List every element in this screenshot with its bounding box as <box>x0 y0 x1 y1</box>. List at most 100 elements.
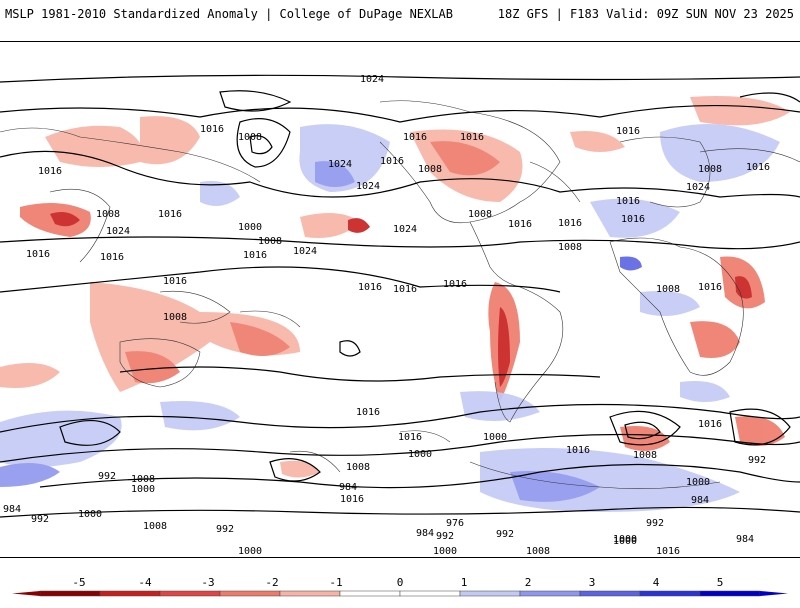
isobar-label: 1024 <box>106 226 130 237</box>
anomaly-region <box>690 96 790 126</box>
anomaly-region <box>50 212 80 227</box>
isobar-label: 1008 <box>143 521 167 532</box>
isobar-label: 1008 <box>238 132 262 143</box>
colorbar-ramp <box>12 590 788 597</box>
isobar-label: 992 <box>436 531 454 542</box>
isobar-label: 1008 <box>558 242 582 253</box>
colorbar-tick-label: -1 <box>329 576 343 589</box>
isobar-label: 1008 <box>468 209 492 220</box>
isobar-label: 984 <box>736 534 754 545</box>
colorbar-tick-label: -4 <box>138 576 152 589</box>
anomaly-region <box>735 276 752 299</box>
isobar-label: 1000 <box>238 546 262 557</box>
colorbar-segment <box>219 590 281 597</box>
isobar-label: 1024 <box>360 74 384 85</box>
isobar-label: 1000 <box>613 534 637 545</box>
anomaly-region <box>0 363 60 388</box>
model-run-info: 18Z GFS | F183 Valid: 09Z SUN NOV 23 202… <box>497 7 794 21</box>
isobar-label: 1000 <box>408 449 432 460</box>
colorbar-segment <box>99 590 161 597</box>
isobar-label: 1000 <box>78 509 102 520</box>
isobar-label: 1008 <box>346 462 370 473</box>
isobar-label: 1024 <box>356 181 380 192</box>
colorbar-segment <box>279 590 341 597</box>
isobar-label: 992 <box>31 514 49 525</box>
isobar-label: 1016 <box>746 162 770 173</box>
isobar-label: 976 <box>446 518 464 529</box>
isobar-label: 1000 <box>131 484 155 495</box>
anomaly-region <box>510 471 600 502</box>
isobar-label: 1016 <box>358 282 382 293</box>
colorbar-tick-label: 5 <box>716 576 724 589</box>
isobar-label: 1024 <box>686 182 710 193</box>
isobar-label: 1000 <box>483 432 507 443</box>
anomaly-region <box>660 124 780 182</box>
isobar-label: 1016 <box>158 209 182 220</box>
colorbar-segment <box>399 590 461 597</box>
colorbar-tick-label: -5 <box>72 576 86 589</box>
isobar-label: 1016 <box>26 249 50 260</box>
isobar-label: 1016 <box>163 276 187 287</box>
isobar-label: 1016 <box>558 218 582 229</box>
anomaly-region <box>680 381 730 402</box>
colorbar-segment <box>459 590 521 597</box>
isobar-label: 1016 <box>621 214 645 225</box>
anomaly-region <box>570 131 625 152</box>
anomaly-region <box>590 198 680 238</box>
isobar-label: 1016 <box>380 156 404 167</box>
isobar-label: 1016 <box>38 166 62 177</box>
isobar-label: 1016 <box>243 250 267 261</box>
anomaly-region <box>45 125 143 167</box>
map-canvas: 1024 1016 1008 1016 1008 1016 1024 1016 1016 1016… <box>0 74 800 557</box>
isobar-label: 1016 <box>200 124 224 135</box>
isobar-label: 992 <box>646 518 664 529</box>
isobar-label: 1016 <box>508 219 532 230</box>
colorbar-min-arrow <box>12 591 40 596</box>
isobar-label: 1016 <box>340 494 364 505</box>
colorbar-segment <box>579 590 641 597</box>
colorbar-segment <box>159 590 221 597</box>
isobar-label: 1024 <box>393 224 417 235</box>
isobar-label: 1000 <box>433 546 457 557</box>
isobar-label: 1016 <box>398 432 422 443</box>
colorbar-tick-label: -2 <box>265 576 279 589</box>
anomaly-region <box>200 181 240 206</box>
isobar-label: 1008 <box>656 284 680 295</box>
isobar-label: 1016 <box>403 132 427 143</box>
isobar-label: 1008 <box>131 474 155 485</box>
isobar-label: 1008 <box>418 164 442 175</box>
isobar-label: 1016 <box>100 252 124 263</box>
anomaly-region <box>230 322 290 356</box>
isobar-label: 1016 <box>616 196 640 207</box>
anomaly-map: 1024 1016 1008 1016 1008 1016 1024 1016 1016 1016… <box>0 41 800 558</box>
isobar-label: 1016 <box>656 546 680 557</box>
anomaly-region <box>735 416 785 446</box>
map-title: MSLP 1981-2010 Standardized Anomaly | Co… <box>5 7 453 21</box>
anomaly-region <box>348 218 370 233</box>
isobar-label: 1016 <box>698 282 722 293</box>
colorbar-tick-label: -3 <box>201 576 215 589</box>
coastlines <box>0 100 800 489</box>
isobar-label: 1008 <box>96 209 120 220</box>
colorbar-max-arrow <box>760 591 788 596</box>
isobar-label: 984 <box>339 482 357 493</box>
isobar-label: 984 <box>3 504 21 515</box>
isobar-label: 984 <box>416 528 434 539</box>
isobar-label: 984 <box>691 495 709 506</box>
anomaly-region <box>280 460 320 478</box>
isobar-label: 1016 <box>356 407 380 418</box>
colorbar-segment <box>699 590 761 597</box>
colorbar-segment <box>39 590 101 597</box>
isobar-label: 1008 <box>526 546 550 557</box>
anomaly-region <box>300 213 360 238</box>
anomaly-region <box>620 256 642 271</box>
isobar-label: 1016 <box>393 284 417 295</box>
isobar-label: 1016 <box>698 419 722 430</box>
anomaly-region <box>0 410 122 467</box>
anomaly-region <box>125 351 180 384</box>
isobar-label: 1016 <box>566 445 590 456</box>
isobar-label: 1008 <box>258 236 282 247</box>
negative-anomaly-shading <box>0 96 790 478</box>
header: MSLP 1981-2010 Standardized Anomaly | Co… <box>0 0 800 30</box>
colorbar-segment <box>639 590 701 597</box>
